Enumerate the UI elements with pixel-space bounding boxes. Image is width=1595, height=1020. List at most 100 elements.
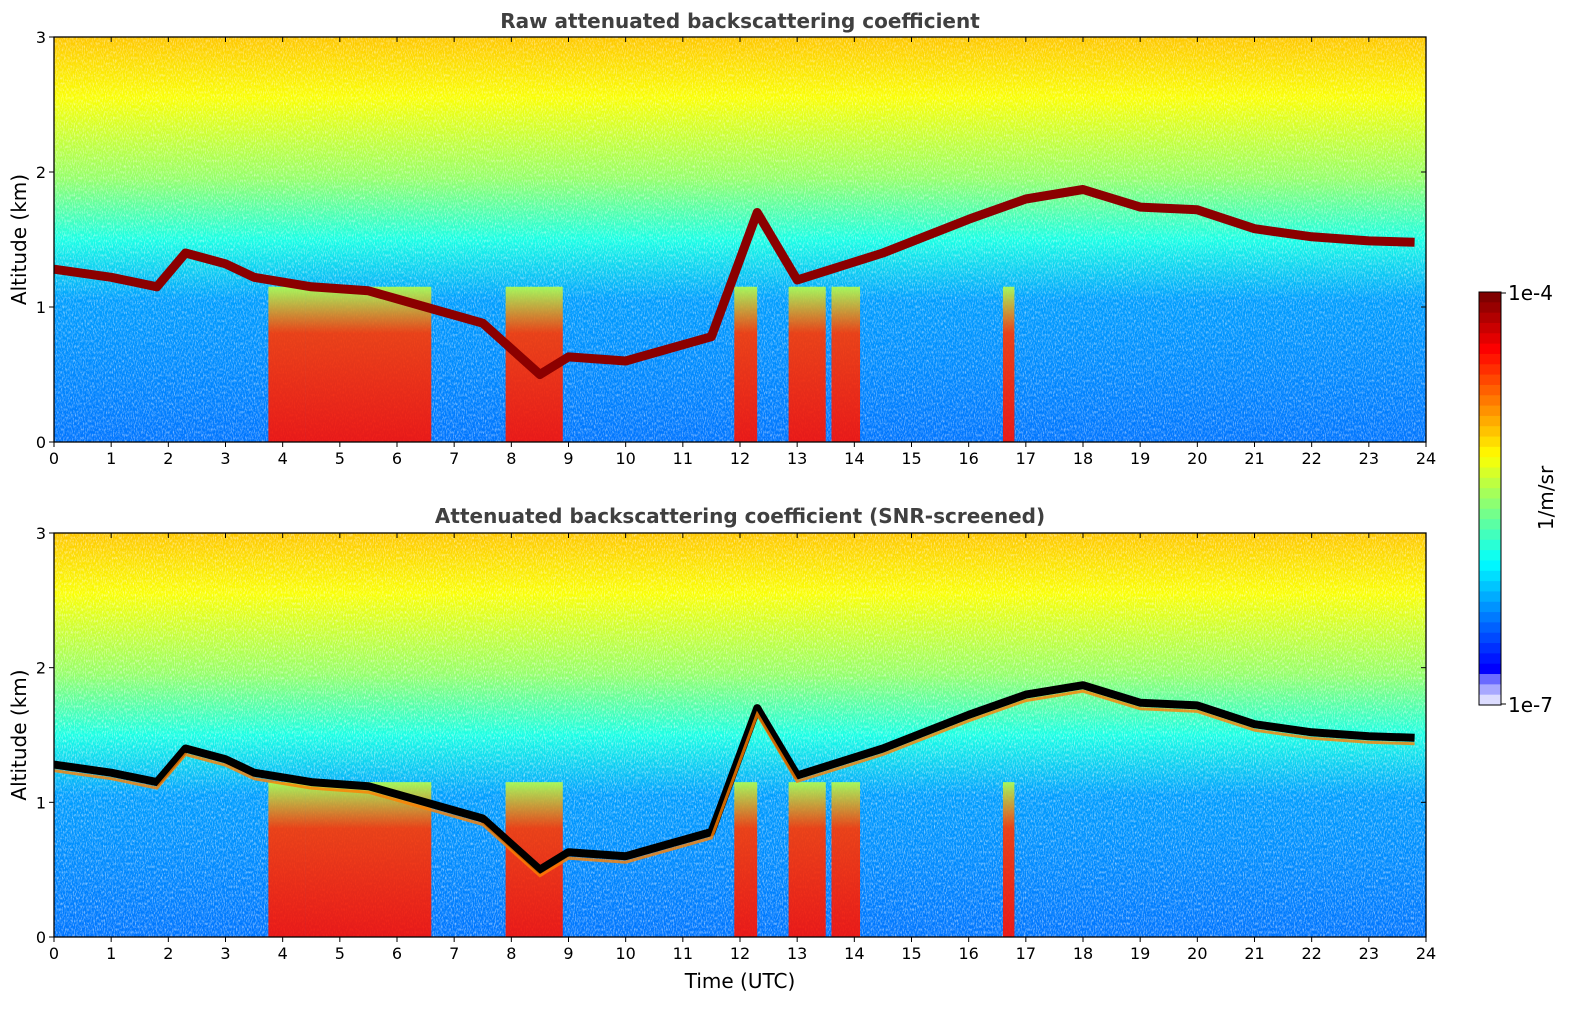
precipitation-shaft [734,286,758,442]
x-tick-label: 24 [1416,449,1436,468]
x-tick-label: 22 [1301,944,1321,963]
x-tick-label: 10 [615,449,635,468]
x-tick-label: 5 [335,449,345,468]
x-tick-label: 15 [901,944,921,963]
x-tick-label: 23 [1359,944,1379,963]
precipitation-shaft [305,782,432,937]
cloud-layer [53,681,1415,874]
colorbar-segment [1479,601,1501,613]
colorbar-segment [1479,632,1501,644]
x-tick-label: 23 [1359,449,1379,468]
panel-title-raw: Raw attenuated backscattering coefficien… [500,9,980,33]
x-tick-label: 20 [1187,449,1207,468]
x-tick-label: 21 [1244,944,1264,963]
y-tick-label: 3 [36,524,46,543]
colorbar-segment [1479,446,1501,458]
x-axis-label: Time (UTC) [684,969,796,993]
x-tick-label: 0 [49,944,59,963]
x-tick-label: 3 [220,944,230,963]
colorbar-segment [1479,343,1501,355]
y-axis-label: Altitude (km) [7,174,31,305]
x-tick-label: 16 [958,944,978,963]
precipitation-shaft [831,286,861,442]
colorbar-frame [1478,291,1502,706]
y-tick-label: 3 [36,28,46,47]
x-tick-label: 19 [1130,944,1150,963]
x-tick-label: 6 [392,944,402,963]
colorbar-segment [1479,364,1501,376]
x-tick-label: 1 [106,944,116,963]
colorbar-segment [1479,550,1501,562]
colorbar-segment [1479,333,1501,345]
colorbar-segment [1479,684,1501,696]
colorbar-segment [1479,302,1501,314]
y-tick-label: 2 [36,659,46,678]
colorbar-segment [1479,612,1501,623]
x-tick-label: 13 [787,449,807,468]
colorbar-segment [1479,292,1501,303]
colorbar-segment [1479,477,1501,489]
x-tick-label: 18 [1073,944,1093,963]
colorbar-segment [1479,508,1501,520]
colorbar-segment [1479,426,1501,438]
x-tick-label: 1 [106,449,116,468]
colorbar-unit-label: 1/m/sr [1534,465,1558,530]
precipitation-shaft [788,286,826,442]
x-tick-label: 5 [335,944,345,963]
x-tick-label: 9 [563,449,573,468]
colorbar-min-label: 1e-7 [1508,693,1553,717]
y-tick-label: 2 [36,163,46,182]
raw-backscatter-panel: Raw attenuated backscattering coefficien… [7,9,1436,468]
snr-screened-panel: Attenuated backscattering coefficient (S… [7,504,1436,993]
x-tick-label: 20 [1187,944,1207,963]
colorbar-segment [1479,653,1501,665]
colorbar: 1e-4 1e-7 1/m/sr [1478,281,1558,717]
colorbar-segment [1479,581,1501,593]
colorbar-segment [1479,498,1501,510]
x-tick-label: 13 [787,944,807,963]
x-tick-label: 2 [163,944,173,963]
x-tick-label: 14 [844,944,864,963]
x-tick-label: 14 [844,449,864,468]
x-tick-label: 11 [673,449,693,468]
precipitation-shaft [1002,782,1015,937]
y-tick-label: 1 [36,298,46,317]
colorbar-segment [1479,570,1501,582]
colorbar-max-label: 1e-4 [1508,281,1553,305]
colorbar-segment [1479,519,1501,531]
colorbar-segment [1479,467,1501,479]
colorbar-segment [1479,560,1501,572]
colorbar-segment [1479,539,1501,551]
cloud-layer [53,185,1415,379]
x-tick-label: 21 [1244,449,1264,468]
x-tick-label: 10 [615,944,635,963]
x-tick-label: 17 [1016,944,1036,963]
colorbar-segment [1479,384,1501,396]
x-tick-label: 17 [1016,449,1036,468]
colorbar-segment [1479,405,1501,417]
x-tick-label: 8 [506,944,516,963]
x-tick-label: 7 [449,449,459,468]
colorbar-segment [1479,312,1501,324]
x-tick-label: 19 [1130,449,1150,468]
x-tick-label: 3 [220,449,230,468]
colorbar-segment [1479,643,1501,654]
colorbar-segment [1479,622,1501,634]
precipitation-shaft [1002,286,1015,442]
colorbar-segment [1479,488,1501,500]
y-tick-label: 0 [36,928,46,947]
x-tick-label: 0 [49,449,59,468]
x-tick-label: 18 [1073,449,1093,468]
x-tick-label: 2 [163,449,173,468]
precipitation-shaft [831,782,861,937]
x-tick-label: 22 [1301,449,1321,468]
colorbar-segment [1479,415,1501,427]
x-tick-label: 16 [958,449,978,468]
x-tick-label: 6 [392,449,402,468]
precipitation-shaft [268,286,306,442]
colorbar-segment [1479,322,1501,334]
precipitation-shaft [305,286,432,442]
colorbar-segment [1479,436,1501,448]
panel-title-screened: Attenuated backscattering coefficient (S… [435,504,1045,528]
